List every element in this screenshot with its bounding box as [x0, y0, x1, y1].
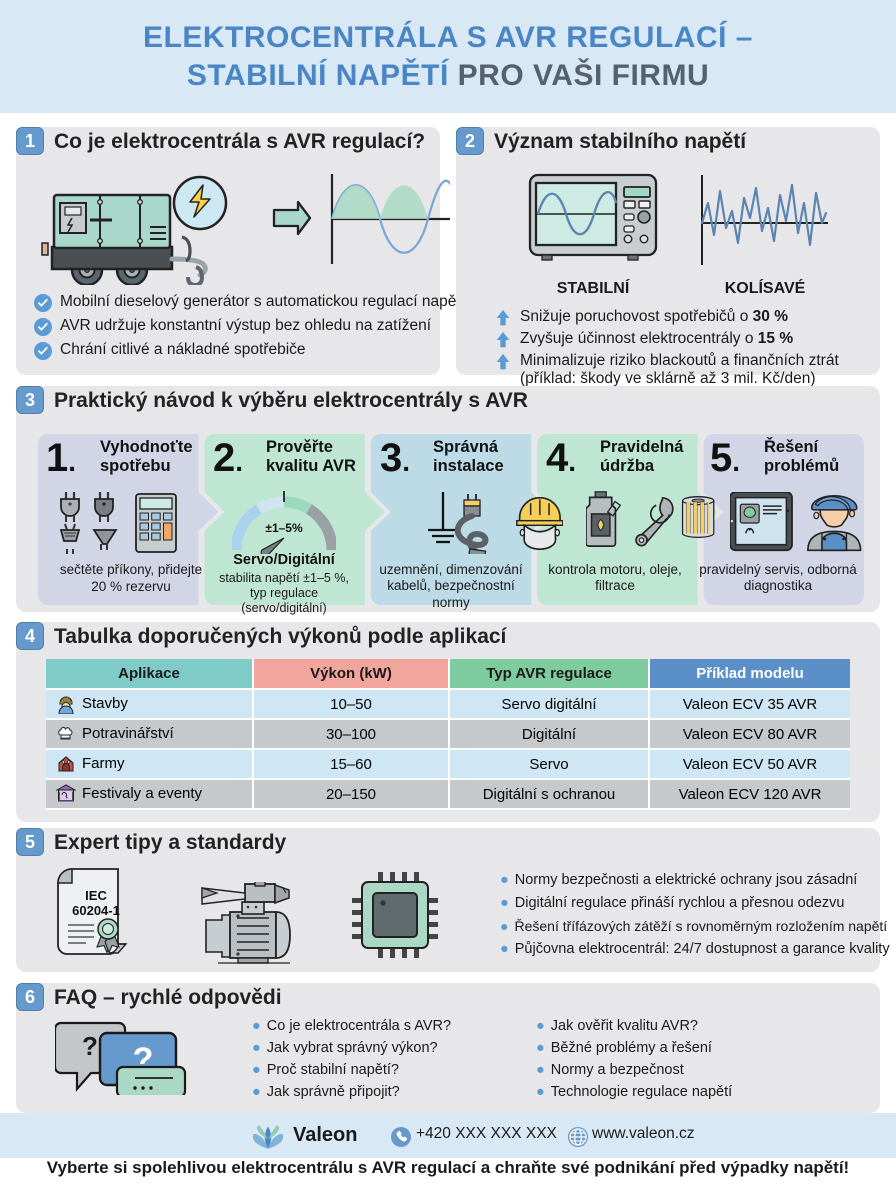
svg-text:IEC: IEC: [85, 888, 107, 903]
svg-text:±1–5%: ±1–5%: [265, 521, 303, 535]
svg-text:?: ?: [82, 1031, 98, 1061]
svg-text:60204-1: 60204-1: [72, 903, 120, 918]
